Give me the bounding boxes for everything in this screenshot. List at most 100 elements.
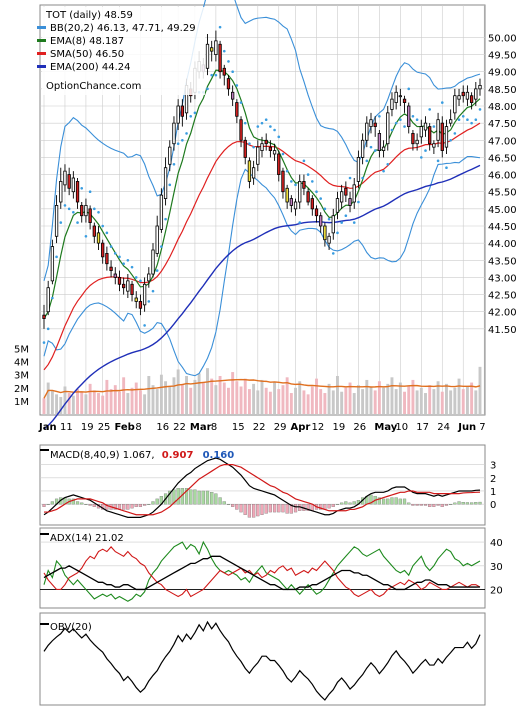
candle-body [268,146,273,151]
volume-bar [289,393,293,414]
volume-bar [432,389,436,414]
macd-histogram-bar [214,493,218,505]
macd-histogram-bar [113,504,117,510]
macd-histogram-bar [423,504,428,506]
candle-body [319,215,323,227]
volume-tick-label: 5M [14,344,29,355]
candle-body [176,105,180,124]
macd-histogram-bar [398,498,402,505]
volume-bar [331,390,335,414]
sar-dot [72,210,75,214]
candle-body [402,98,407,103]
volume-bars [42,366,482,414]
adx-tick-label: 40 [490,538,503,549]
candle-body [222,67,226,76]
sar-dot [424,149,427,152]
volume-bar [164,381,168,414]
macd-histogram-bar [285,504,289,514]
sar-dot [386,162,390,166]
candle-body [147,273,151,282]
candle-body [314,208,319,217]
macd-histogram-bar [348,502,352,505]
date-tick-label: 19 [332,422,345,433]
volume-bar [377,381,381,414]
macd-histogram-bar [381,498,386,505]
sar-dot [51,296,54,300]
candle-body [365,122,369,141]
price-axis-labels: 50.00 49.50 49.00 48.50 48.00 47.50 47.00 46.50… [14,33,517,407]
volume-bar [256,390,260,414]
candle-body [96,232,101,244]
macd-histogram-bar [411,504,415,506]
sar-dot [336,231,339,235]
macd-value-hist: 0.160 [203,450,235,461]
sar-dot [344,214,348,218]
macd-histogram-bar [184,488,189,505]
volume-bar [151,385,155,414]
candle-body [386,112,390,145]
candle-body [67,174,71,189]
volume-bar [143,394,147,414]
sar-dot [97,210,100,214]
volume-bar [419,387,423,414]
obv-line [43,620,481,701]
macd-histogram-bar [239,504,243,513]
macd-label-text: MACD(8,40,9) 1.067, [50,450,155,461]
macd-histogram-bar [394,497,398,505]
candlesticks [42,30,482,329]
candle-body [59,181,63,203]
candle-body [293,201,298,210]
macd-histogram-bar [80,502,84,505]
volume-bar [172,377,176,414]
volume-bar [71,395,75,414]
volume-bar [76,389,79,414]
date-tick-label: 29 [274,422,287,433]
candle-body [302,181,306,189]
sar-dot [378,114,381,118]
volume-bar [239,386,243,414]
candle-body [281,170,285,193]
volume-bar [126,393,130,414]
volume-bar [336,376,339,414]
volume-bar [42,398,46,414]
candle-body [239,119,243,141]
macd-tick-label: 0 [490,500,496,511]
macd-histogram-bar [390,497,394,505]
candle-body [428,126,432,145]
macd-histogram-bar [205,490,210,505]
volume-bar [403,391,406,414]
sar-dot [227,60,230,63]
legend-bb: BB(20,2) 46.13, 47.71, 49.29 [50,23,196,34]
sar-dot [93,207,96,211]
price-tick-label: 48.00 [488,102,517,113]
date-tick-label: 17 [416,422,429,433]
sar-dot [474,118,478,122]
sar-dot [457,118,461,122]
macd-histogram-bar [277,504,281,513]
volume-bar [218,376,222,414]
macd-histogram-bar [260,504,264,515]
candle-body [440,122,444,151]
macd-histogram-bar [176,488,180,505]
sar-dot [59,221,63,224]
sar-dot [470,121,473,125]
volume-bar [222,382,226,414]
volume-bar [348,382,352,414]
volume-bar [352,393,356,414]
macd-histogram-bar [478,501,482,505]
sar-dot [369,145,373,149]
sar-dot [143,324,146,327]
candle-body [54,205,59,237]
volume-average-line [43,378,481,399]
sar-dot [348,176,352,180]
sar-dot [84,234,88,238]
candle-body [277,153,281,175]
candle-body [243,139,247,158]
macd-histogram-bar [457,501,461,505]
macd-histogram-bar [306,504,310,511]
volume-bar [201,382,205,414]
volume-bar [260,379,264,414]
macd-histogram-bar [42,504,46,507]
candle-body [285,187,289,203]
